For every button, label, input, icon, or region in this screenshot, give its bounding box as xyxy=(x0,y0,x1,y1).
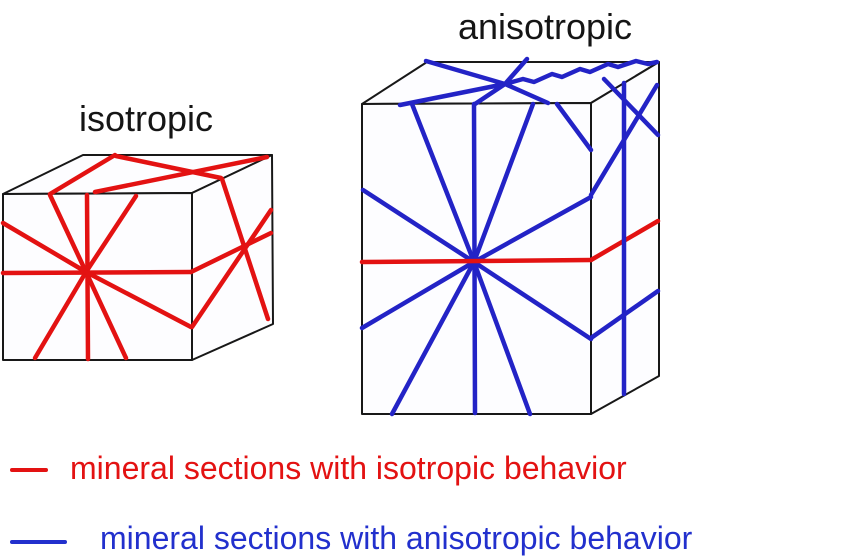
mineral-section-line-blue xyxy=(471,101,536,265)
mineral-section-line-red xyxy=(83,269,194,330)
mineral-section-line-blue xyxy=(502,81,551,106)
anisotropic-line-swatch xyxy=(10,540,67,544)
isotropic-title: isotropic xyxy=(78,98,214,139)
mineral-section-line-blue xyxy=(588,288,661,341)
mineral-section-line-red xyxy=(83,269,129,361)
mineral-section-line-red xyxy=(47,152,118,197)
mineral-section-line-blue xyxy=(471,259,533,417)
isotropic-line-swatch xyxy=(10,468,48,472)
mineral-section-line-blue xyxy=(359,259,477,331)
mineral-section-line-red xyxy=(47,192,89,275)
mineral-section-line-red xyxy=(113,153,224,181)
mineral-section-line-red xyxy=(359,257,594,265)
mineral-section-line-red xyxy=(188,230,274,275)
mineral-section-line-red xyxy=(189,207,274,330)
mineral-section-line-blue xyxy=(502,58,660,87)
mineral-section-line-blue xyxy=(389,259,477,417)
mineral-section-line-blue xyxy=(472,81,508,107)
mineral-section-line-blue xyxy=(360,187,477,265)
mineral-section-line-blue xyxy=(471,259,594,342)
anisotropic-title: anisotropic xyxy=(457,6,633,47)
mineral-section-line-red xyxy=(0,220,89,275)
mineral-section-line-red xyxy=(32,269,89,361)
mineral-section-line-blue xyxy=(554,101,594,153)
isotropic-cube xyxy=(0,152,274,362)
mineral-section-line-blue xyxy=(423,58,508,87)
mineral-section-line-red xyxy=(92,154,270,195)
isotropic-legend-label: mineral sections with isotropic behavior xyxy=(70,450,627,486)
mineral-section-line-blue xyxy=(397,81,508,108)
mineral-section-line-red xyxy=(83,193,139,275)
anisotropic-cube xyxy=(359,56,661,417)
mineral-section-line-blue xyxy=(588,82,660,198)
mineral-section-line-blue xyxy=(409,101,477,265)
mineral-section-line-blue xyxy=(471,194,594,265)
mineral-section-line-red xyxy=(0,269,194,276)
mineral-section-line-blue xyxy=(601,76,661,138)
anisotropic-legend-label: mineral sections with anisotropic behavi… xyxy=(100,520,693,556)
mineral-section-line-blue xyxy=(502,56,530,87)
